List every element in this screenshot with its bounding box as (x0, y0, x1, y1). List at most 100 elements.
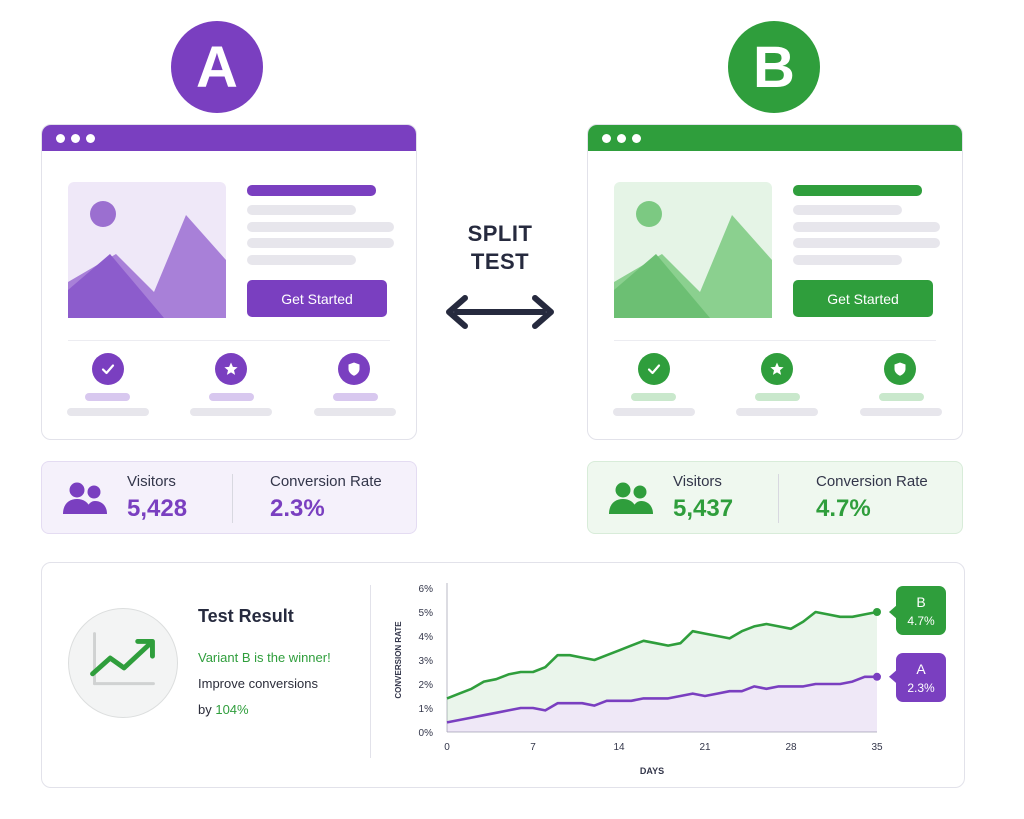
visitors-value: 5,428 (127, 495, 188, 522)
feature-text-bar (314, 408, 396, 416)
series-a-area (447, 676, 877, 732)
text-bar (793, 238, 940, 248)
feature-text-bar (190, 408, 272, 416)
conversion-rate-value: 2.3% (270, 495, 325, 522)
series-b-point (873, 608, 881, 616)
browser-titlebar (588, 125, 962, 151)
y-tick-label: 3% (419, 656, 434, 667)
text-bar (247, 222, 394, 232)
stats-divider (232, 474, 233, 523)
y-tick-label: 6% (419, 584, 434, 595)
improvement-line: by 104% (198, 702, 249, 717)
x-axis-label: DAYS (640, 766, 664, 776)
check-icon (92, 353, 124, 385)
y-tick-label: 1% (419, 704, 434, 715)
visitors-value: 5,437 (673, 495, 734, 522)
series-a-label-box (896, 653, 946, 702)
result-divider (370, 585, 371, 758)
hero-image-icon (68, 182, 226, 318)
stats-divider (778, 474, 779, 523)
x-tick-label: 7 (530, 742, 536, 753)
series-b-line (446, 610, 878, 700)
y-tick-label: 0% (419, 728, 434, 739)
shield-icon (884, 353, 916, 385)
result-title: Test Result (198, 606, 294, 626)
series-b-area (447, 612, 877, 723)
section-divider (68, 340, 390, 341)
series-a-label-pointer (889, 669, 897, 684)
trend-up-icon (68, 608, 178, 718)
variant-b-page-mockup: Get Started (587, 124, 963, 440)
visitors-label: Visitors (673, 473, 722, 490)
shield-icon (338, 353, 370, 385)
x-tick-label: 28 (785, 742, 797, 753)
feature-label-bar (209, 393, 254, 401)
visitors-label: Visitors (127, 473, 176, 490)
conversion-rate-chart: 0% 1% 2% 3% 4% 5% 6% 0 7 14 21 28 35 DAYS CONVERSION R… (394, 583, 946, 776)
feature-text-bar (860, 408, 942, 416)
window-dot (632, 133, 641, 143)
series-b-label-pointer (889, 605, 897, 619)
get-started-button[interactable]: Get Started (793, 280, 933, 317)
variant-b-badge: B (728, 21, 820, 113)
text-bar (247, 238, 394, 248)
window-dot (617, 133, 626, 143)
feature-label-bar (755, 393, 800, 401)
feature-label-bar (879, 393, 924, 401)
headline-bar (793, 185, 922, 196)
window-dot (602, 133, 611, 143)
split-label-line1: SPLIT (467, 221, 533, 246)
star-icon (215, 353, 247, 385)
x-tick-label: 35 (871, 742, 883, 753)
x-tick-label: 14 (613, 742, 625, 753)
variant-a-page-mockup: Get Started (41, 124, 417, 440)
feature-label-bar (85, 393, 130, 401)
conversion-rate-label: Conversion Rate (816, 473, 928, 490)
section-divider (614, 340, 936, 341)
improvement-value: 104% (215, 702, 249, 717)
x-tick-label: 21 (699, 742, 711, 753)
series-a-point (873, 672, 881, 681)
y-tick-label: 5% (419, 608, 434, 619)
users-icon (63, 482, 107, 514)
get-started-button[interactable]: Get Started (247, 280, 387, 317)
variant-b-letter: B (753, 34, 795, 100)
split-label-line2: TEST (470, 249, 530, 274)
y-axis-label: CONVERSION RATE (394, 621, 403, 699)
series-b-end-value: 4.7% (907, 614, 935, 628)
series-a-line (446, 675, 877, 724)
conversion-rate-label: Conversion Rate (270, 473, 382, 490)
series-b-name: B (916, 594, 925, 610)
y-tick-label: 4% (419, 632, 434, 643)
text-bar (247, 205, 356, 215)
star-icon (761, 353, 793, 385)
window-dot (86, 133, 95, 143)
series-b-label-box (896, 586, 946, 635)
feature-text-bar (736, 408, 818, 416)
improve-text: Improve conversions (198, 676, 318, 691)
feature-label-bar (333, 393, 378, 401)
browser-titlebar (42, 125, 416, 151)
check-icon (638, 353, 670, 385)
users-icon (609, 482, 653, 514)
split-test-label: SPLIT TEST (440, 220, 560, 276)
text-bar (793, 205, 902, 215)
variant-a-stats-card: Visitors 5,428 Conversion Rate 2.3% (41, 461, 417, 534)
window-dot (56, 133, 65, 143)
improvement-prefix: by (198, 702, 216, 717)
series-a-end-value: 2.3% (907, 681, 935, 695)
text-bar (793, 222, 940, 232)
conversion-rate-value: 4.7% (816, 495, 871, 522)
winner-text: Variant B is the winner! (198, 650, 331, 665)
variant-a-badge: A (171, 21, 263, 113)
series-a-name: A (916, 661, 926, 677)
feature-label-bar (631, 393, 676, 401)
x-tick-label: 0 (444, 742, 450, 753)
feature-text-bar (613, 408, 695, 416)
text-bar (247, 255, 356, 265)
window-dot (71, 133, 80, 143)
feature-text-bar (67, 408, 149, 416)
variant-b-stats-card: Visitors 5,437 Conversion Rate 4.7% (587, 461, 963, 534)
test-result-panel: Test Result Variant B is the winner! Imp… (41, 562, 965, 788)
headline-bar (247, 185, 376, 196)
